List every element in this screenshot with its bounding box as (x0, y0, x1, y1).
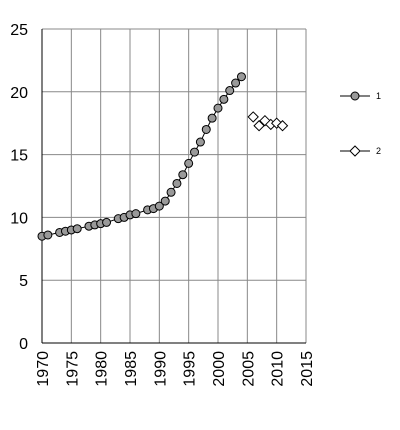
y-tick-label: 25 (10, 22, 28, 39)
data-point (195, 137, 205, 147)
data-point (236, 72, 246, 82)
data-point (201, 124, 211, 134)
data-point (72, 224, 82, 234)
x-tick-label: 2005 (240, 351, 257, 387)
y-tick-label: 5 (19, 273, 28, 290)
data-point (225, 86, 235, 96)
x-tick-label: 1990 (152, 351, 169, 387)
legend-marker (349, 145, 361, 157)
legend-label: 2 (376, 146, 381, 156)
data-point (213, 103, 223, 113)
x-tick-label: 1970 (35, 351, 52, 387)
data-point (43, 230, 53, 240)
y-tick-label: 0 (19, 336, 28, 353)
x-tick-label: 2010 (270, 351, 287, 387)
data-point (231, 78, 241, 88)
data-point (219, 94, 229, 104)
data-point (247, 111, 259, 123)
data-point (172, 178, 182, 188)
data-point (207, 113, 217, 123)
x-tick-label: 1995 (182, 351, 199, 387)
data-point (178, 170, 188, 180)
data-point (276, 120, 289, 132)
x-tick-label: 2015 (299, 351, 316, 387)
legend-label: 1 (376, 91, 381, 101)
data-point (190, 147, 200, 157)
data-point (166, 187, 176, 197)
y-tick-label: 10 (10, 210, 28, 227)
data-point (253, 120, 265, 132)
legend-marker (350, 91, 360, 101)
series-line (41, 76, 242, 237)
x-tick-label: 2000 (211, 351, 228, 387)
data-point (270, 117, 283, 129)
y-tick-label: 15 (10, 148, 28, 165)
x-tick-label: 1980 (94, 351, 111, 387)
data-point (154, 201, 164, 211)
data-point (131, 209, 141, 219)
x-tick-label: 1985 (123, 351, 140, 387)
data-point (102, 217, 112, 227)
data-point (184, 158, 194, 168)
data-point (160, 196, 170, 206)
y-tick-label: 20 (10, 85, 28, 102)
x-tick-label: 1975 (64, 351, 81, 387)
